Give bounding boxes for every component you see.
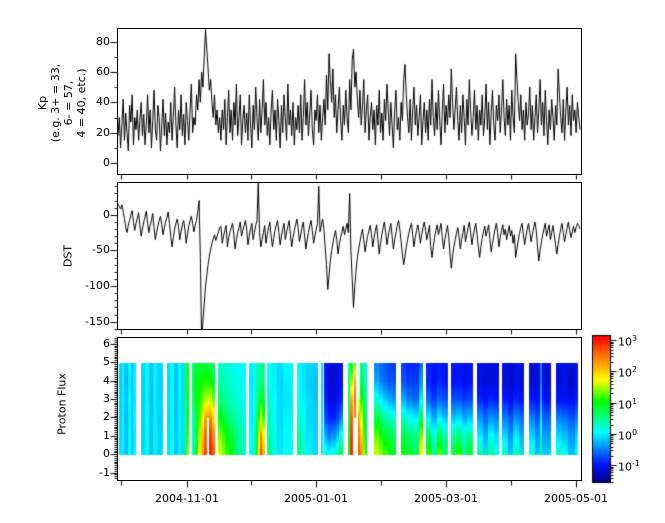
kp-ytick-label: 0 <box>103 156 110 169</box>
colorbar-tick-label: 102 <box>618 365 638 380</box>
colorbar-tick-label: 101 <box>618 397 638 412</box>
proton-flux-ytick-label: 2 <box>103 410 110 423</box>
dst-panel <box>117 182 582 330</box>
proton-flux-ytick-label: 4 <box>103 374 110 387</box>
colorbar-tick-label: 10-1 <box>618 459 640 474</box>
dst-series-canvas <box>118 183 581 329</box>
date-tick-label: 2004-11-01 <box>155 492 219 505</box>
kp-ytick-label: 20 <box>96 126 110 139</box>
kp-series-canvas <box>118 29 581 174</box>
proton-flux-ytick-label: 1 <box>103 429 110 442</box>
proton-flux-ytick-label: 3 <box>103 392 110 405</box>
date-tick-label: 2005-05-01 <box>544 492 608 505</box>
proton-flux-panel <box>117 337 582 481</box>
dst-ytick-label: -50 <box>92 243 110 256</box>
proton-flux-heatmap-canvas <box>118 338 581 480</box>
date-tick-label: 2005-03-01 <box>414 492 478 505</box>
kp-ytick-label: 60 <box>96 65 110 78</box>
proton-flux-ytick-label: 6 <box>103 337 110 350</box>
date-tick-label: 2005-01-01 <box>284 492 348 505</box>
kp-ytick-label: 40 <box>96 95 110 108</box>
kp-panel <box>117 28 582 175</box>
proton-flux-ytick-label: 5 <box>103 355 110 368</box>
dst-ytick-label: -100 <box>85 279 110 292</box>
proton-flux-ytick-label: -1 <box>99 466 110 479</box>
dst-ytick-label: 0 <box>103 208 110 221</box>
colorbar-tick-label: 100 <box>618 428 638 443</box>
proton-flux-ytick-label: 0 <box>103 447 110 460</box>
dst-ytick-label: -150 <box>85 315 110 328</box>
kp-ytick-label: 80 <box>96 35 110 48</box>
colorbar-tick-label: 103 <box>618 334 638 349</box>
